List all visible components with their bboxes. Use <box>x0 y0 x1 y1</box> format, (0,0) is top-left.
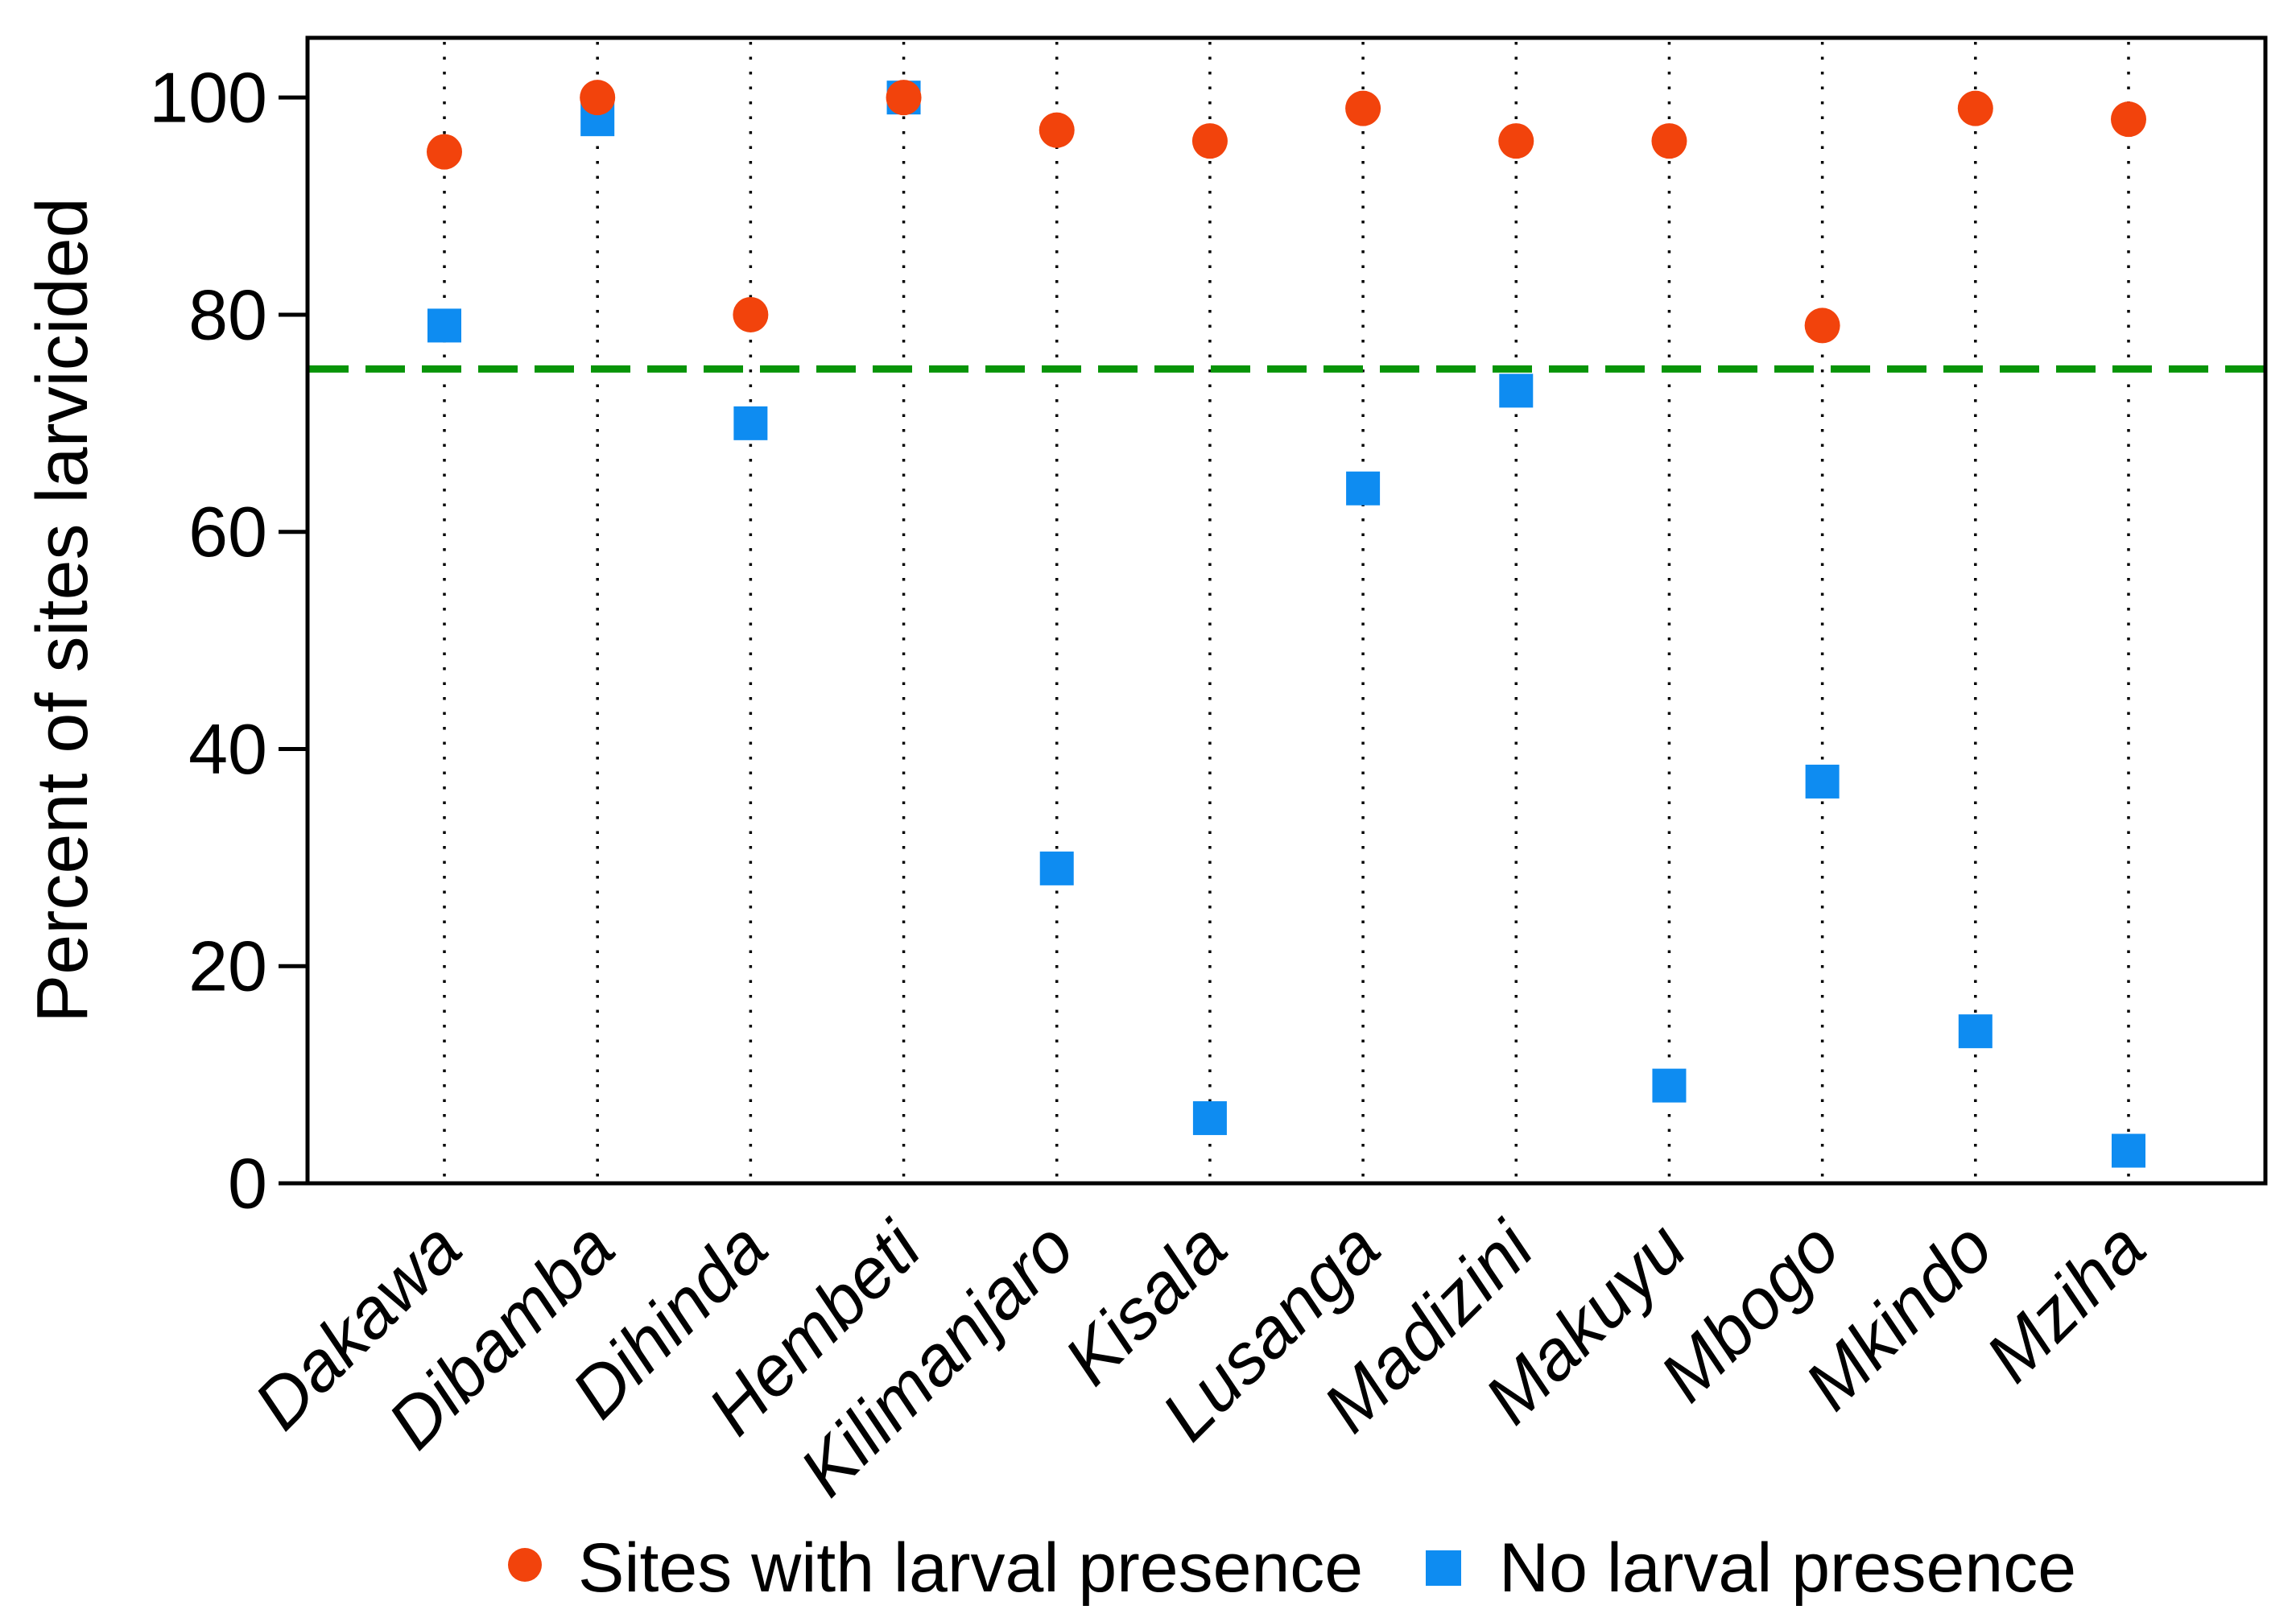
marker-square-lusanga <box>1346 471 1381 506</box>
x-axis-category-labels: DakawaDibambaDihindaHembetiKilimanjaroKi… <box>239 1206 2161 1512</box>
legend-marker-square <box>1426 1550 1461 1586</box>
y-tick-label-60: 60 <box>188 492 267 572</box>
y-axis-title: Percent of sites larvicided <box>23 197 103 1022</box>
legend-label-no-larval-presence: No larval presence <box>1499 1529 2076 1607</box>
marker-circle-madizini <box>1498 123 1534 159</box>
y-tick-label-40: 40 <box>188 709 267 789</box>
marker-circle-dibamba <box>580 80 616 116</box>
legend-label-larval-presence: Sites with larval presence <box>578 1529 1363 1607</box>
marker-circle-dihinda <box>733 296 769 332</box>
marker-circle-lusanga <box>1345 90 1381 126</box>
plot-frame <box>305 35 2268 1186</box>
y-axis-ticks: 0 20 40 60 80 100 <box>149 58 309 1224</box>
marker-square-makuyu <box>1652 1068 1687 1103</box>
y-tick-label-100: 100 <box>149 58 267 138</box>
marker-circle-dakawa <box>427 134 462 170</box>
marker-circle-mziha <box>2111 101 2146 138</box>
marker-circle-mkindo <box>1957 90 1993 126</box>
marker-circle-kilimanjaro <box>1039 112 1075 148</box>
x-label-mziha: Mziha <box>1970 1207 2160 1397</box>
marker-circle-kisala <box>1191 123 1228 159</box>
y-tick-label-80: 80 <box>188 274 267 354</box>
marker-square-dakawa <box>427 308 461 343</box>
marker-square-mbogo <box>1805 764 1840 799</box>
data-points <box>427 80 2146 1168</box>
marker-square-kilimanjaro <box>1039 851 1074 885</box>
legend: Sites with larval presence No larval pre… <box>508 1529 2076 1607</box>
marker-circle-mbogo <box>1804 307 1840 344</box>
y-tick-label-20: 20 <box>188 927 267 1006</box>
marker-square-mziha <box>2112 1133 2145 1168</box>
marker-square-kisala <box>1192 1101 1227 1136</box>
marker-circle-makuyu <box>1651 123 1687 159</box>
y-tick-label-0: 0 <box>228 1144 267 1224</box>
marker-square-dihinda <box>733 406 768 440</box>
legend-marker-circle <box>508 1548 542 1582</box>
gridlines <box>443 42 2130 1181</box>
marker-circle-hembeti <box>886 80 922 116</box>
marker-square-madizini <box>1499 374 1534 408</box>
marker-square-mkindo <box>1958 1014 1992 1049</box>
